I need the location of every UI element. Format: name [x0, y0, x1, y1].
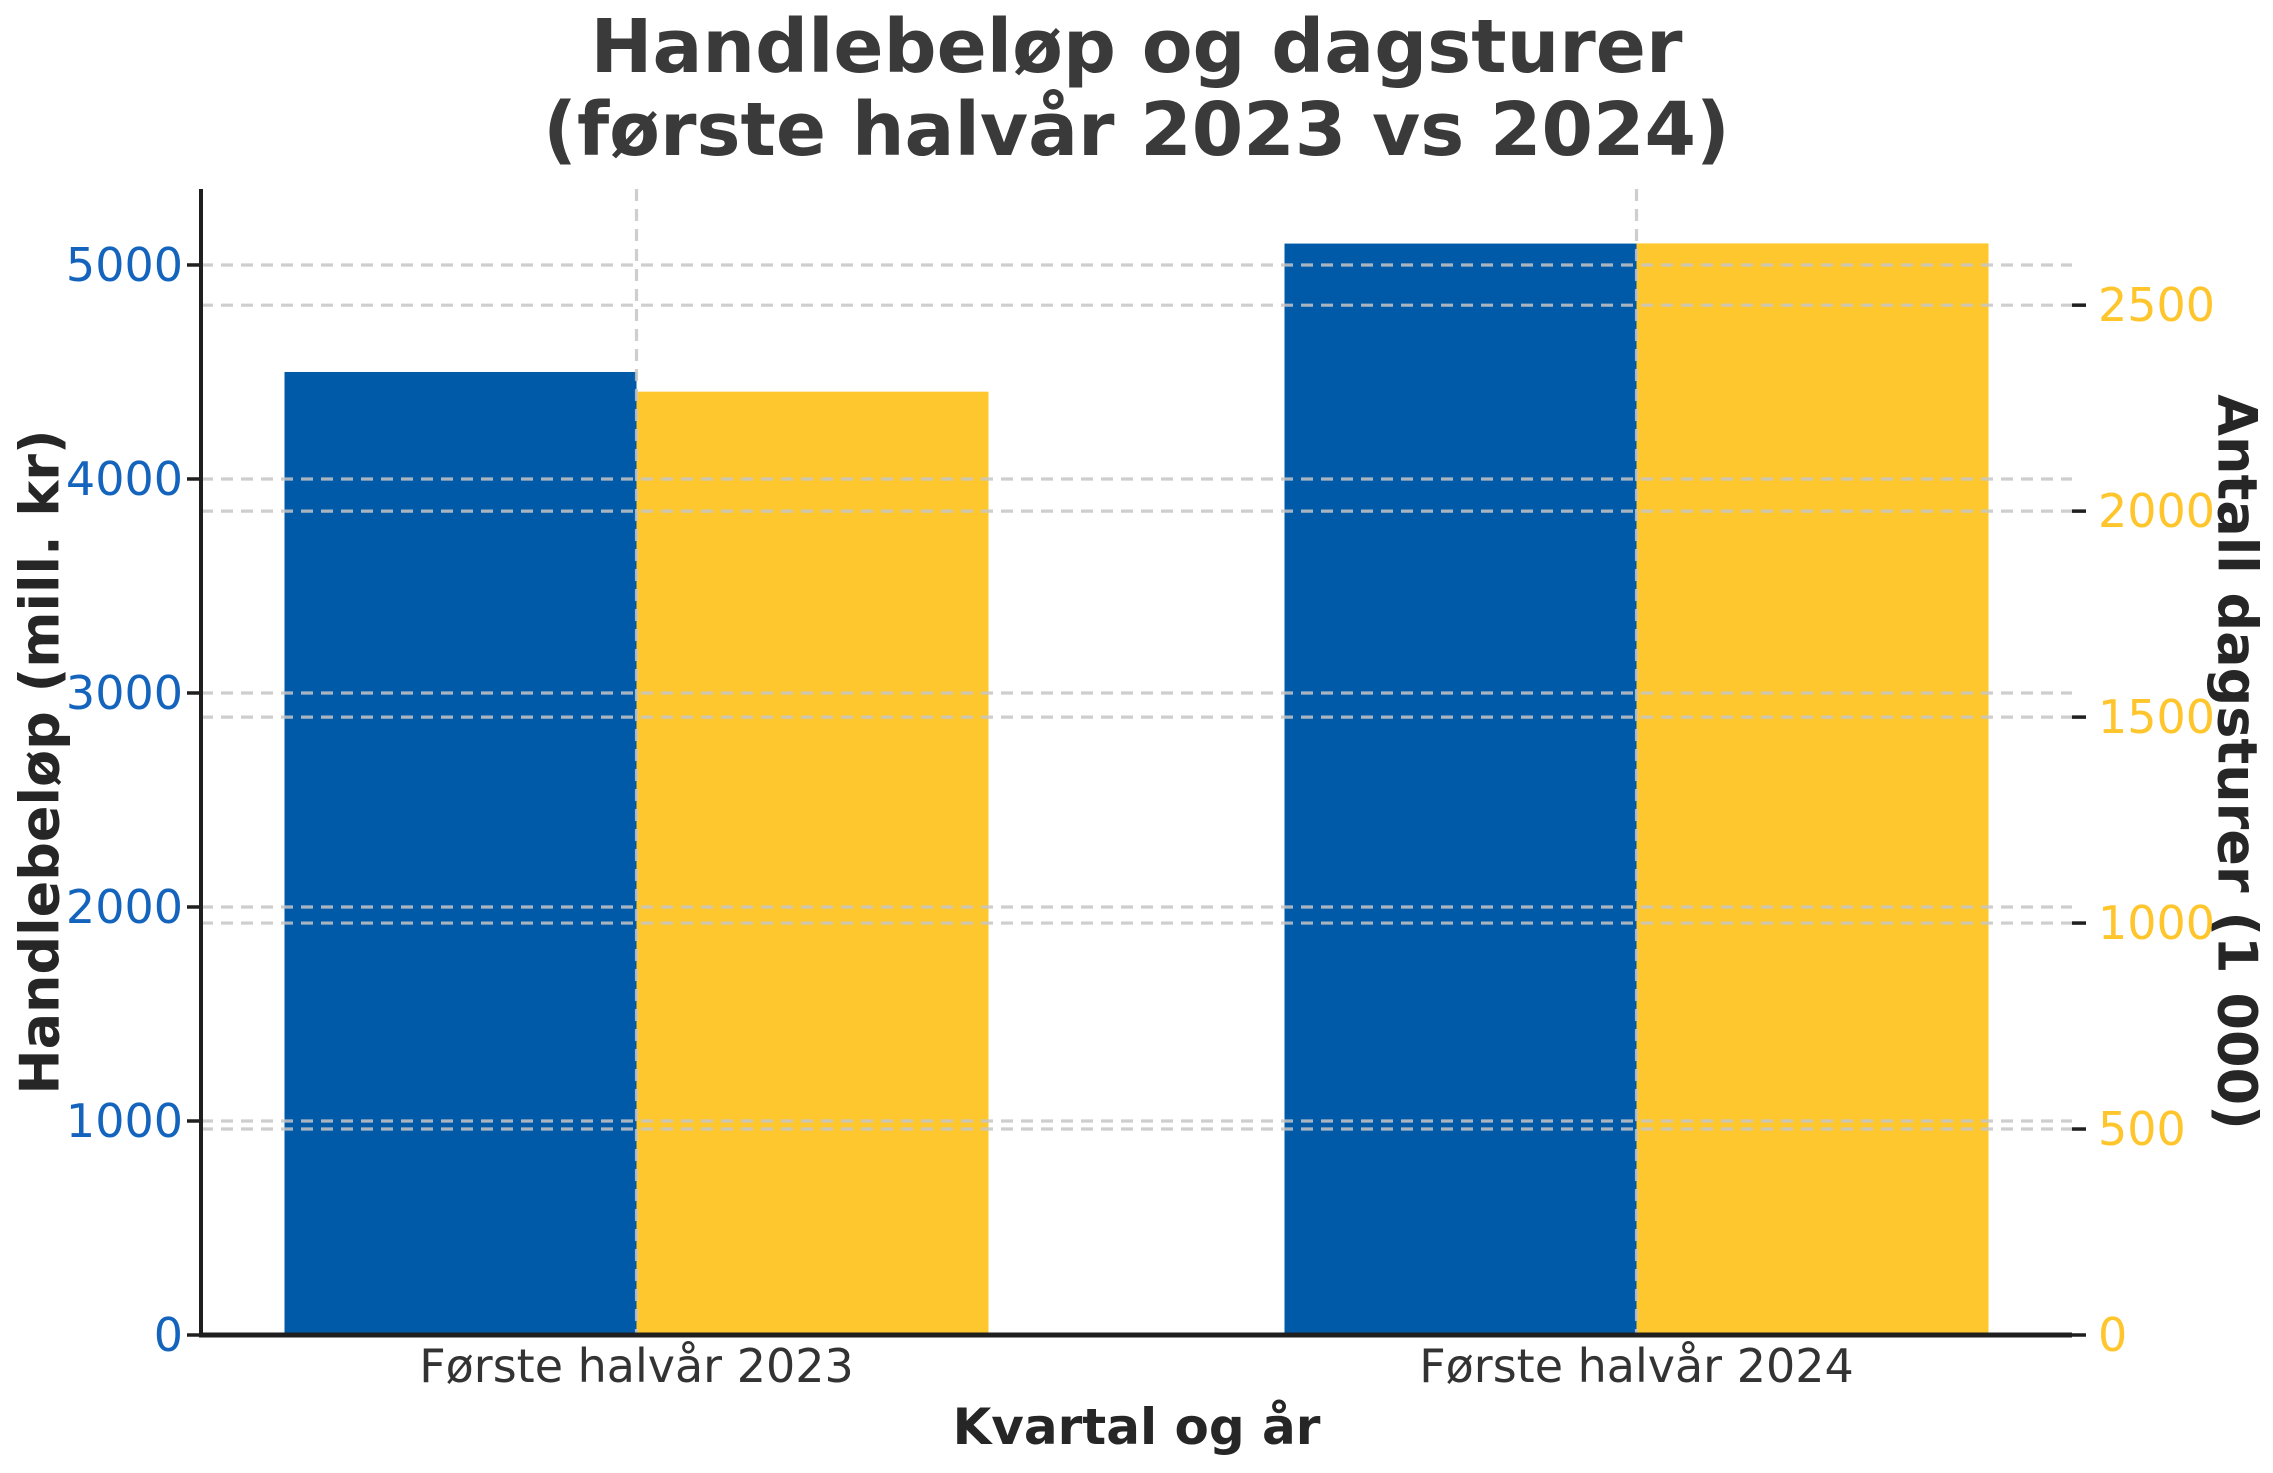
x-tick-label-0: Første halvår 2023 [419, 1339, 854, 1393]
right-tick-label-1000: 1000 [2098, 896, 2216, 951]
left-axis-title: Handlebeløp (mill. kr) [8, 429, 72, 1095]
left-tick-label-3000: 3000 [65, 665, 183, 720]
bar-dagsturer-2023 [636, 391, 989, 1335]
left-tick-label-0: 0 [153, 1308, 183, 1362]
x-axis-title: Kvartal og år [952, 1398, 1321, 1456]
right-tick-label-1500: 1500 [2098, 690, 2216, 745]
chart-title-line2: (første halvår 2023 vs 2024) [543, 86, 1730, 173]
right-tick-label-2500: 2500 [2098, 278, 2216, 333]
bar-dagsturer-2024 [1636, 243, 1989, 1336]
x-tick-label-1: Første halvår 2024 [1419, 1339, 1854, 1393]
right-tick-label-2000: 2000 [2098, 484, 2216, 539]
bar-handlebelop-2023 [284, 371, 637, 1335]
chart-title: Handlebeløp og dagsturer (første halvår … [0, 6, 2273, 172]
right-tick-label-0: 0 [2098, 1308, 2128, 1362]
chart-title-line1: Handlebeløp og dagsturer [590, 4, 1683, 90]
left-tick-label-5000: 5000 [65, 237, 183, 292]
left-tick-label-1000: 1000 [65, 1093, 183, 1148]
left-tick-label-4000: 4000 [65, 451, 183, 506]
bar-handlebelop-2024 [1284, 243, 1637, 1336]
right-tick-label-500: 500 [2098, 1102, 2186, 1157]
left-tick-label-2000: 2000 [65, 879, 183, 934]
